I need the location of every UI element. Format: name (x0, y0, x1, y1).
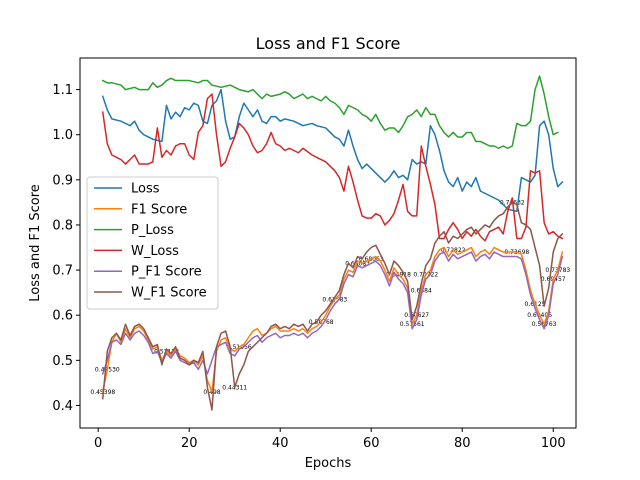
series-line-w-loss (101, 93, 564, 242)
legend-box (86, 176, 219, 310)
legend-entry-label: W_Loss (131, 244, 179, 259)
series-line-p-loss (101, 75, 559, 149)
legend-entry-label: F1 Score (131, 202, 187, 217)
series-line-w-f1-score (101, 201, 564, 411)
chart-title: Loss and F1 Score (256, 34, 401, 53)
y-tick-label: 0.4 (52, 399, 73, 414)
legend-entry-label: Loss (131, 182, 160, 197)
series-lines-layer (101, 75, 564, 411)
x-tick-label: 0 (94, 436, 102, 451)
x-tick-label: 20 (181, 436, 198, 451)
y-tick-label: 0.7 (52, 264, 73, 279)
x-tick-label: 80 (454, 436, 471, 451)
legend-entry-label: P_F1 Score (131, 265, 202, 280)
data-label: 0.65083 (345, 260, 370, 267)
x-axis-label: Epochs (305, 456, 352, 471)
y-tick-label: 0.5 (52, 354, 73, 369)
y-axis-ticks: 0.4 0.5 0.6 0.7 0.8 0.9 1.0 1.1 (52, 83, 80, 414)
legend-entry-label: P_Loss (131, 223, 174, 238)
x-tick-label: 100 (541, 436, 566, 451)
series-line-loss (101, 88, 564, 213)
y-axis-label: Loss and F1 Score (28, 184, 43, 302)
y-tick-label: 0.9 (52, 173, 73, 188)
x-tick-label: 40 (272, 436, 289, 451)
y-tick-label: 1.0 (52, 128, 73, 143)
plot-area-frame (79, 57, 577, 429)
y-tick-label: 0.6 (52, 309, 73, 324)
x-tick-label: 60 (363, 436, 380, 451)
y-tick-label: 0.8 (52, 218, 73, 233)
legend: Loss F1 Score P_Loss W_Loss P_F1 Score W_F1 S… (86, 176, 219, 310)
legend-entry-label: W_F1 Score (131, 286, 207, 301)
x-axis-ticks: 0 20 40 60 80 100 (94, 428, 566, 451)
y-tick-label: 1.1 (52, 83, 73, 98)
series-line-p-f1-score (101, 251, 564, 375)
